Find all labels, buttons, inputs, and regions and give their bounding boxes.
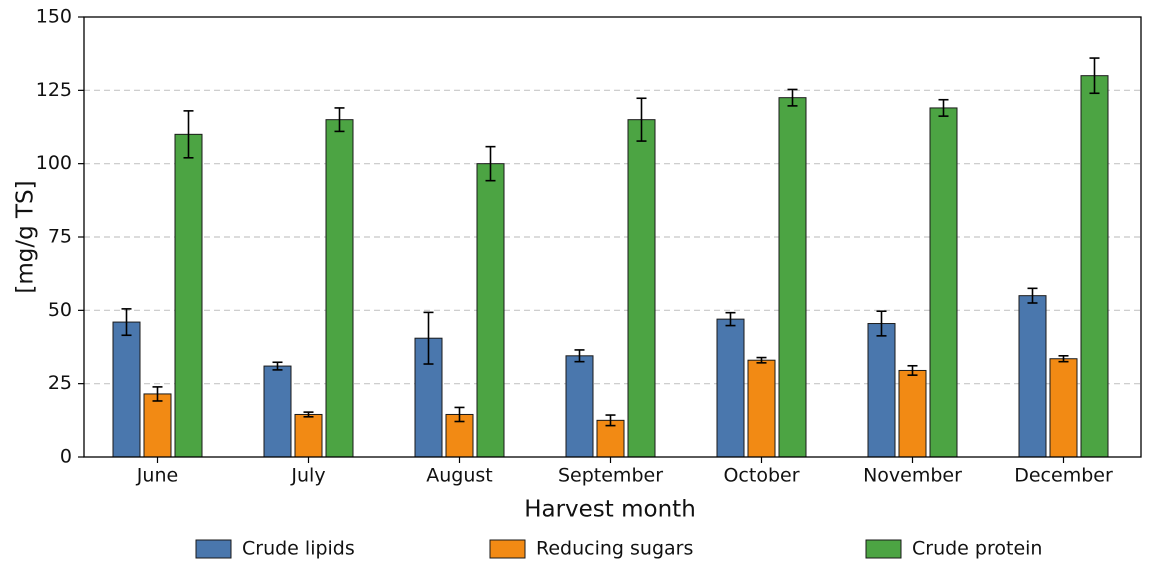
- error-bar: [183, 110, 194, 159]
- bar-crude-protein: [325, 119, 354, 458]
- bar-crude-protein: [476, 163, 505, 458]
- bar-crude-lipids: [1018, 295, 1047, 458]
- error-bar: [1089, 57, 1100, 95]
- legend-swatch: [195, 539, 232, 559]
- bar-reducing-sugars: [596, 419, 625, 458]
- x-axis-ticks: June July August September October November De…: [136, 457, 1113, 487]
- error-bars: [121, 57, 1100, 427]
- x-tick-label: November: [863, 465, 962, 487]
- error-bar: [1027, 287, 1038, 304]
- legend-swatch: [865, 539, 902, 559]
- bar-crude-protein: [1080, 75, 1109, 458]
- error-bar: [605, 414, 616, 427]
- error-bar: [485, 145, 496, 182]
- x-axis-label: Harvest month: [524, 497, 696, 523]
- bar-crude-protein: [929, 107, 958, 458]
- error-bar: [423, 311, 434, 365]
- legend-item: Crude protein: [865, 538, 1042, 560]
- bar-crude-lipids: [263, 365, 292, 458]
- error-bar: [303, 411, 314, 418]
- legend-label: Crude lipids: [242, 538, 355, 560]
- x-tick-label: June: [136, 465, 178, 487]
- bar-crude-lipids: [565, 355, 594, 458]
- x-tick-label: October: [723, 465, 799, 487]
- legend: Crude lipids Reducing sugars Crude protein: [195, 538, 1042, 560]
- plot-frame: [83, 16, 1142, 458]
- y-tick-label: 150: [36, 6, 72, 28]
- error-bar: [121, 308, 132, 337]
- error-bar: [454, 406, 465, 423]
- error-bar: [272, 361, 283, 371]
- bar-crude-lipids: [414, 337, 443, 458]
- error-bar: [152, 386, 163, 402]
- bar-crude-lipids: [867, 323, 896, 458]
- y-tick-label: 100: [36, 152, 72, 174]
- error-bar: [1058, 354, 1069, 363]
- bar-reducing-sugars: [747, 359, 776, 458]
- error-bar: [787, 88, 798, 107]
- bar-crude-protein: [174, 133, 203, 458]
- error-bar: [876, 310, 887, 337]
- x-tick-label: December: [1014, 465, 1113, 487]
- y-axis-ticks: 0 25 50 75 100 125 150: [36, 6, 84, 468]
- legend-item: Reducing sugars: [489, 538, 693, 560]
- error-bar: [938, 98, 949, 117]
- bar-crude-lipids: [716, 318, 745, 458]
- bar-crude-protein: [778, 97, 807, 458]
- x-tick-label: September: [558, 465, 663, 487]
- y-tick-label: 25: [48, 372, 72, 394]
- bars: [112, 75, 1109, 458]
- bar-crude-lipids: [112, 321, 141, 458]
- legend-item: Crude lipids: [195, 538, 355, 560]
- bar-reducing-sugars: [294, 413, 323, 458]
- bar-reducing-sugars: [898, 369, 927, 458]
- bar-reducing-sugars: [143, 393, 172, 458]
- y-tick-label: 75: [48, 226, 72, 248]
- error-bar: [334, 107, 345, 133]
- error-bar: [574, 349, 585, 363]
- x-tick-label: August: [426, 465, 493, 487]
- y-tick-label: 50: [48, 299, 72, 321]
- legend-label: Reducing sugars: [536, 538, 693, 560]
- bar-reducing-sugars: [1049, 358, 1078, 458]
- y-axis-label: [mg/g TS]: [13, 180, 39, 293]
- error-bar: [725, 311, 736, 327]
- y-tick-label: 125: [36, 79, 72, 101]
- legend-label: Crude protein: [912, 538, 1042, 560]
- bar-crude-protein: [627, 119, 656, 458]
- x-tick-label: July: [290, 465, 325, 487]
- grid-lines: [84, 89, 1141, 385]
- error-bar: [907, 364, 918, 376]
- error-bar: [636, 97, 647, 142]
- legend-swatch: [489, 539, 526, 559]
- error-bar: [756, 356, 767, 364]
- y-tick-label: 0: [60, 446, 72, 468]
